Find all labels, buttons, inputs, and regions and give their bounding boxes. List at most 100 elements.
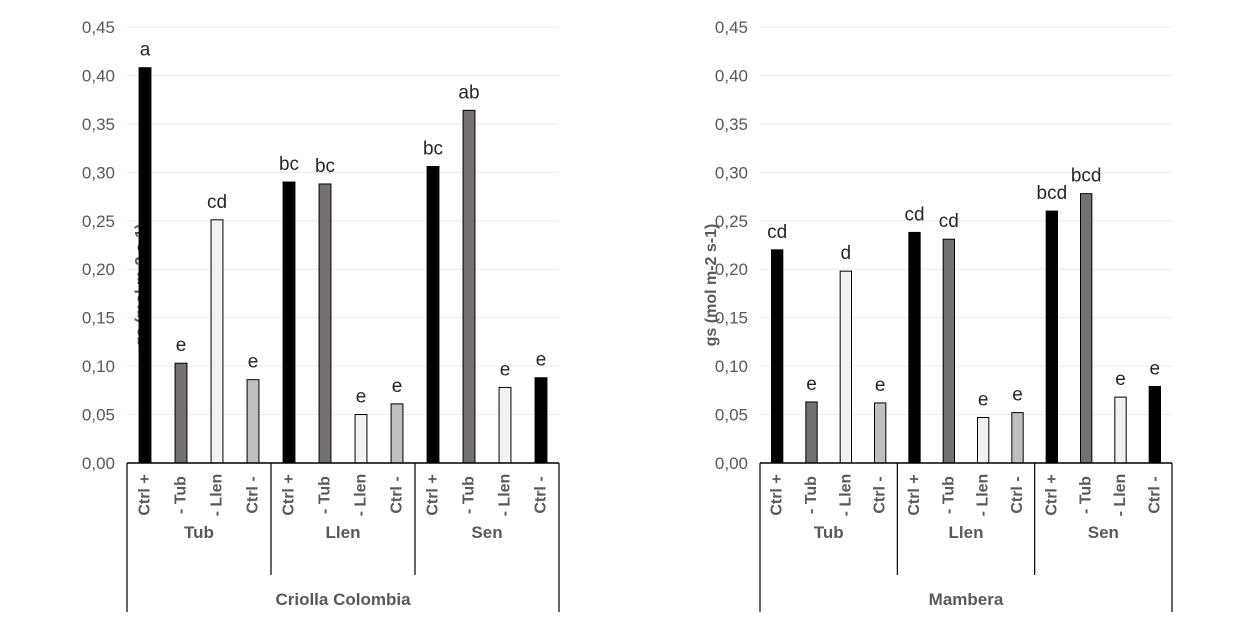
y-tick-label: 0,35 — [715, 115, 748, 134]
y-tick-label: 0,00 — [715, 454, 748, 473]
bar — [977, 416, 990, 464]
bar-significance-label: e — [1150, 358, 1161, 379]
y-tick-label: 0,20 — [82, 260, 115, 279]
x-tick-label: Ctrl - — [1009, 476, 1026, 513]
bar-significance-label: bcd — [1071, 166, 1102, 187]
bar-significance-label: e — [392, 376, 403, 397]
bar — [318, 183, 332, 464]
y-tick-label: 0,10 — [715, 357, 748, 376]
y-tick-label: 0,30 — [82, 163, 115, 182]
y-tick-label: 0,05 — [715, 406, 748, 425]
bar — [874, 402, 887, 464]
bar — [1080, 193, 1093, 464]
bar — [805, 401, 818, 464]
bar-significance-label: e — [176, 335, 187, 356]
x-tick-label: - Tub — [173, 476, 190, 514]
bar-significance-label: bc — [315, 156, 335, 177]
x-tick-label: Ctrl + — [137, 474, 154, 515]
x-tick-label: - Tub — [1078, 476, 1095, 514]
bar — [1045, 210, 1058, 464]
bar — [1011, 412, 1024, 464]
y-tick-label: 0,05 — [82, 406, 115, 425]
group-title: Mambera — [929, 590, 1004, 609]
x-tick-label: - Tub — [461, 476, 478, 514]
x-tick-label: - Tub — [317, 476, 334, 514]
x-tick-label: - Llen — [1112, 474, 1129, 517]
bar-significance-label: a — [140, 40, 151, 61]
x-tick-label: Ctrl + — [281, 474, 298, 515]
group-label: Sen — [1088, 523, 1119, 542]
x-tick-label: - Tub — [940, 476, 957, 514]
bar — [210, 219, 224, 464]
x-tick-label: Ctrl - — [245, 476, 262, 513]
bar-significance-label: cd — [767, 222, 787, 243]
bar-significance-label: e — [1115, 369, 1126, 390]
y-tick-label: 0,20 — [715, 260, 748, 279]
bar-significance-label: cd — [939, 211, 959, 232]
bar-significance-label: e — [806, 374, 817, 395]
x-tick-label: - Llen — [837, 474, 854, 517]
bar — [1148, 385, 1161, 464]
bar-significance-label: e — [248, 352, 259, 373]
bar-significance-label: bc — [279, 154, 299, 175]
bar — [174, 362, 188, 464]
group-label: Sen — [471, 523, 502, 542]
x-tick-label: Ctrl + — [425, 474, 442, 515]
x-tick-label: - Llen — [975, 474, 992, 517]
bar-significance-label: bcd — [1037, 183, 1068, 204]
y-tick-label: 0,25 — [82, 212, 115, 231]
bar — [771, 249, 784, 464]
y-tick-label: 0,45 — [82, 18, 115, 37]
bar-significance-label: e — [356, 387, 367, 408]
bar-significance-label: cd — [207, 192, 227, 213]
x-tick-label: - Tub — [803, 476, 820, 514]
bar — [390, 403, 404, 464]
bar — [282, 181, 296, 464]
bar — [426, 166, 440, 464]
bar-significance-label: d — [841, 243, 852, 264]
group-label: Llen — [326, 523, 361, 542]
bar — [534, 377, 548, 464]
bar-significance-label: e — [536, 350, 547, 371]
x-tick-label: Ctrl + — [1043, 474, 1060, 515]
bar-significance-label: e — [875, 375, 886, 396]
group-label: Llen — [949, 523, 984, 542]
y-tick-label: 0,40 — [715, 66, 748, 85]
bar-significance-label: e — [978, 389, 989, 410]
bar-significance-label: cd — [904, 204, 924, 225]
y-tick-label: 0,35 — [82, 115, 115, 134]
x-tick-label: Ctrl - — [872, 476, 889, 513]
y-tick-label: 0,15 — [82, 309, 115, 328]
bar — [1114, 396, 1127, 464]
x-tick-label: Ctrl - — [533, 476, 550, 513]
bar — [246, 379, 260, 464]
x-tick-label: Ctrl - — [389, 476, 406, 513]
bar — [942, 238, 955, 464]
x-tick-label: Ctrl - — [1146, 476, 1163, 513]
bar — [138, 67, 152, 464]
y-axis-label: gs (mol m-2 s-1) — [703, 224, 720, 347]
y-tick-label: 0,30 — [715, 163, 748, 182]
bar-significance-label: e — [1012, 385, 1023, 406]
bar — [498, 386, 512, 464]
bar-significance-label: ab — [458, 82, 479, 103]
chart-panel-1: 0,00 0,05 0,10 0,15 0,20 0,25 0,30 0,35 0,40 0,45… — [82, 18, 560, 612]
bar-significance-label: bc — [423, 139, 443, 160]
x-tick-label: - Llen — [209, 474, 226, 517]
y-tick-label: 0,10 — [82, 357, 115, 376]
bar — [908, 231, 921, 464]
bar-significance-label: e — [500, 359, 511, 380]
y-tick-label: 0,00 — [82, 454, 115, 473]
group-label: Tub — [184, 523, 214, 542]
y-tick-label: 0,15 — [715, 309, 748, 328]
x-tick-label: - Llen — [497, 474, 514, 517]
group-title: Criolla Colombia — [275, 590, 411, 609]
y-tick-label: 0,25 — [715, 212, 748, 231]
bar — [839, 270, 852, 464]
group-label: Tub — [814, 523, 844, 542]
chart-panel-2: 0,00 0,05 0,10 0,15 0,20 0,25 0,30 0,35 0,40 0,45… — [703, 18, 1173, 612]
bar — [462, 109, 476, 464]
y-tick-label: 0,40 — [82, 66, 115, 85]
x-tick-label: Ctrl + — [769, 474, 786, 515]
